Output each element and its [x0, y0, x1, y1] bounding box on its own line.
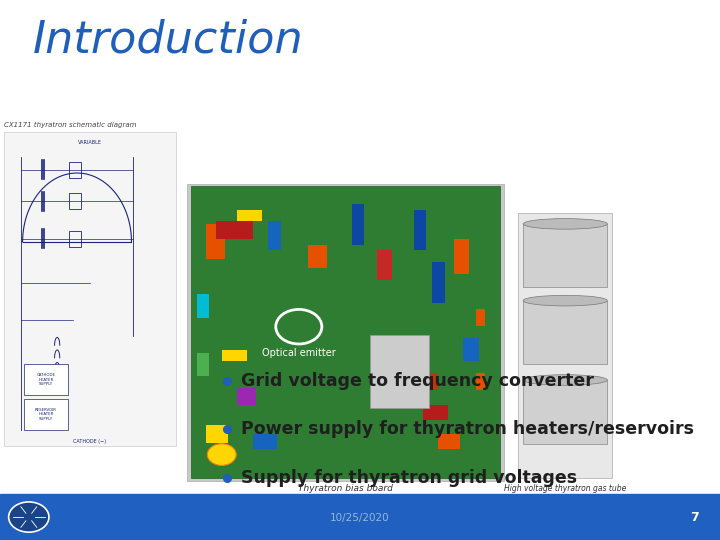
Text: CATHODE
HEATER
SUPPLY: CATHODE HEATER SUPPLY — [37, 373, 55, 386]
Ellipse shape — [523, 295, 607, 306]
Text: Optical emitter: Optical emitter — [262, 348, 336, 359]
Text: Power supply for thyratron heaters/reservoirs: Power supply for thyratron heaters/reser… — [241, 420, 694, 438]
Bar — [197, 294, 210, 318]
Bar — [523, 224, 607, 287]
Bar — [197, 353, 210, 376]
Bar — [191, 186, 500, 478]
Bar — [0, 494, 720, 540]
Text: RESERVOIR
HEATER
SUPPLY: RESERVOIR HEATER SUPPLY — [35, 408, 57, 421]
Bar — [414, 210, 426, 251]
Bar — [463, 338, 479, 361]
Bar — [238, 210, 262, 221]
Text: High voltage thyratron gas tube: High voltage thyratron gas tube — [504, 484, 626, 494]
Ellipse shape — [523, 219, 607, 229]
Bar — [518, 213, 612, 478]
Bar — [377, 251, 392, 280]
Bar — [476, 373, 485, 390]
Bar — [438, 434, 460, 449]
Text: VARIABLE: VARIABLE — [78, 140, 102, 145]
Ellipse shape — [523, 375, 607, 386]
Text: Grid voltage to frequency converter: Grid voltage to frequency converter — [241, 372, 594, 390]
Text: 7: 7 — [690, 511, 698, 524]
Text: Supply for thyratron grid voltages: Supply for thyratron grid voltages — [241, 469, 577, 487]
Bar — [24, 399, 68, 430]
Bar — [308, 245, 327, 268]
Text: CX1171 thyratron schematic diagram: CX1171 thyratron schematic diagram — [4, 122, 136, 128]
Text: Thyratron bias board: Thyratron bias board — [298, 484, 393, 494]
Bar — [454, 239, 469, 274]
Text: Introduction: Introduction — [32, 19, 303, 62]
Bar — [4, 132, 176, 446]
Bar — [401, 373, 438, 390]
Bar — [268, 221, 281, 251]
Bar — [238, 388, 256, 405]
Bar — [69, 193, 81, 209]
Bar — [24, 364, 68, 395]
Bar — [69, 162, 81, 178]
Text: 10/25/2020: 10/25/2020 — [330, 513, 390, 523]
Bar — [423, 405, 448, 420]
Bar — [523, 301, 607, 364]
Bar — [523, 380, 607, 443]
Text: CATHODE (−): CATHODE (−) — [73, 439, 107, 444]
Bar — [69, 231, 81, 247]
Circle shape — [207, 444, 236, 465]
Bar — [215, 221, 253, 239]
Bar — [253, 434, 277, 449]
Bar — [370, 335, 429, 408]
Bar — [432, 262, 445, 303]
Bar — [207, 426, 228, 443]
Bar — [222, 349, 246, 361]
Bar — [207, 224, 225, 259]
Circle shape — [9, 502, 49, 532]
Bar — [352, 204, 364, 245]
Bar — [476, 309, 485, 326]
Bar — [187, 184, 504, 481]
